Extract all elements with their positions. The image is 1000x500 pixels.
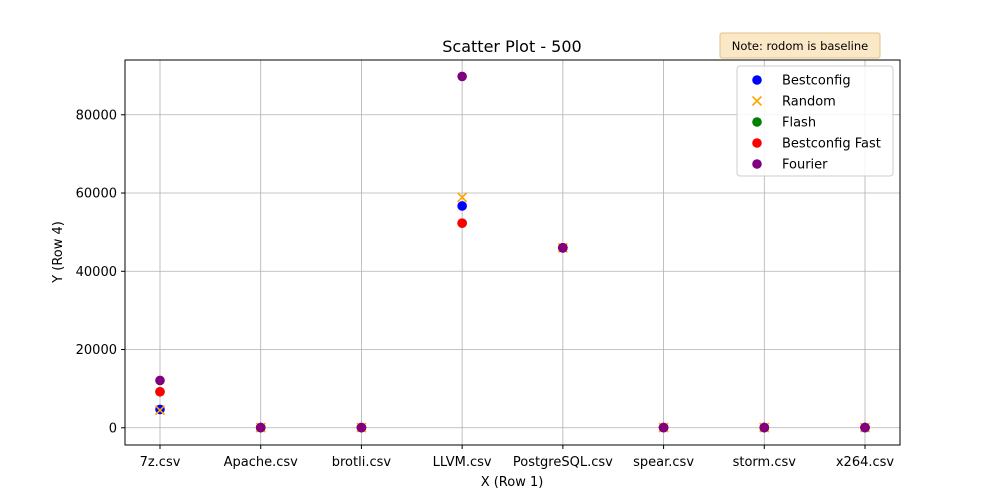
legend-marker [751, 95, 763, 107]
x-marker-stroke [751, 95, 763, 107]
chart-title: Scatter Plot - 500 [442, 37, 581, 56]
legend-marker [752, 117, 762, 127]
legend-item: Bestconfig [752, 74, 851, 89]
y-tick-label: 60000 [76, 187, 117, 202]
legend-label: Flash [782, 116, 816, 131]
legend-marker [752, 138, 762, 148]
legend-label: Bestconfig Fast [782, 137, 881, 152]
data-points [154, 71, 871, 433]
data-point [154, 405, 166, 416]
note-background [719, 32, 881, 59]
data-point [759, 422, 770, 433]
legend-label: Bestconfig [782, 74, 851, 89]
data-point [155, 386, 165, 397]
series-bestconfig [155, 201, 870, 433]
legend-item: Bestconfig Fast [752, 137, 881, 152]
x-marker-stroke [457, 192, 468, 203]
y-tick-label: 40000 [76, 265, 117, 280]
legend-frame [736, 65, 894, 177]
x-tick-label: storm.csv [733, 455, 797, 470]
y-tick-label: 80000 [76, 108, 117, 123]
y-tick-label: 20000 [76, 343, 117, 358]
legend: Bestconfig Random Flash Bestconfig Fast Four… [736, 65, 894, 177]
legend-item: Flash [752, 116, 816, 131]
legend-item: Fourier [752, 158, 828, 173]
data-point [457, 192, 468, 203]
series-flash [155, 218, 870, 433]
x-axis: 7z.csv Apache.csv brotli.csv LLVM.csv Postgr… [140, 445, 895, 470]
data-point [255, 422, 266, 433]
x-tick-label: x264.csv [836, 455, 895, 470]
legend-label: Fourier [782, 158, 828, 173]
data-point [558, 243, 568, 253]
x-tick-label: 7z.csv [140, 455, 181, 470]
data-point [860, 422, 870, 433]
data-point [658, 422, 669, 433]
x-tick-label: LLVM.csv [433, 455, 492, 470]
y-axis-label: Y (Row 4) [51, 221, 66, 284]
data-point [457, 201, 467, 211]
plot-area-frame [124, 59, 901, 446]
x-axis-label: X (Row 1) [481, 475, 544, 490]
series-random [154, 192, 871, 433]
legend-label: Random [782, 95, 836, 110]
data-point [155, 375, 165, 386]
data-point [457, 71, 467, 82]
legend-marker [752, 75, 762, 85]
note-text: Note: rodom is baseline [732, 39, 868, 53]
x-tick-label: brotli.csv [332, 455, 392, 470]
series-fourier [155, 71, 870, 433]
y-axis: 0 20000 40000 60000 80000 [76, 108, 125, 436]
x-tick-label: PostgreSQL.csv [513, 455, 613, 470]
x-tick-label: spear.csv [633, 455, 694, 470]
note-box: Note: rodom is baseline [719, 32, 881, 59]
legend-item: Random [751, 95, 836, 110]
series-bestconfig-fast [155, 218, 870, 433]
data-point [457, 218, 467, 228]
data-point [356, 422, 367, 433]
x-tick-label: Apache.csv [224, 455, 299, 470]
legend-marker [752, 159, 762, 169]
x-marker-stroke [154, 405, 166, 416]
y-tick-label: 0 [109, 421, 117, 436]
